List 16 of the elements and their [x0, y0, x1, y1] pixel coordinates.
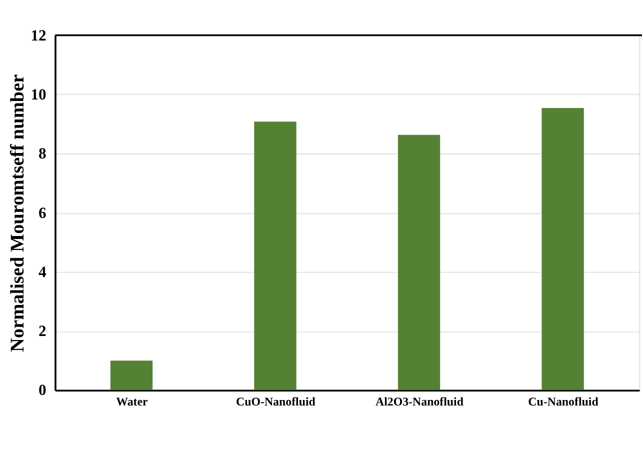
y-tick-label: 2 [38, 323, 47, 340]
bar [398, 134, 440, 390]
y-tick-label: 8 [38, 146, 47, 163]
y-tick-label: 0 [38, 382, 47, 400]
y-tick-label: 10 [30, 86, 47, 104]
bar [542, 108, 584, 390]
x-tick-label: Cu-Nanofluid [528, 394, 599, 408]
y-tick-label: 4 [38, 264, 47, 281]
y-axis-title: Normalised Mouromtseff number [7, 74, 28, 352]
y-tick-label: 6 [38, 204, 47, 222]
bar [254, 122, 296, 390]
y-tick-label: 12 [30, 27, 47, 44]
bar [110, 360, 153, 390]
x-tick-label: CuO-Nanofluid [236, 394, 316, 408]
x-tick-label: Water [116, 394, 149, 408]
x-tick-label: Al2O3-Nanofluid [375, 394, 464, 408]
